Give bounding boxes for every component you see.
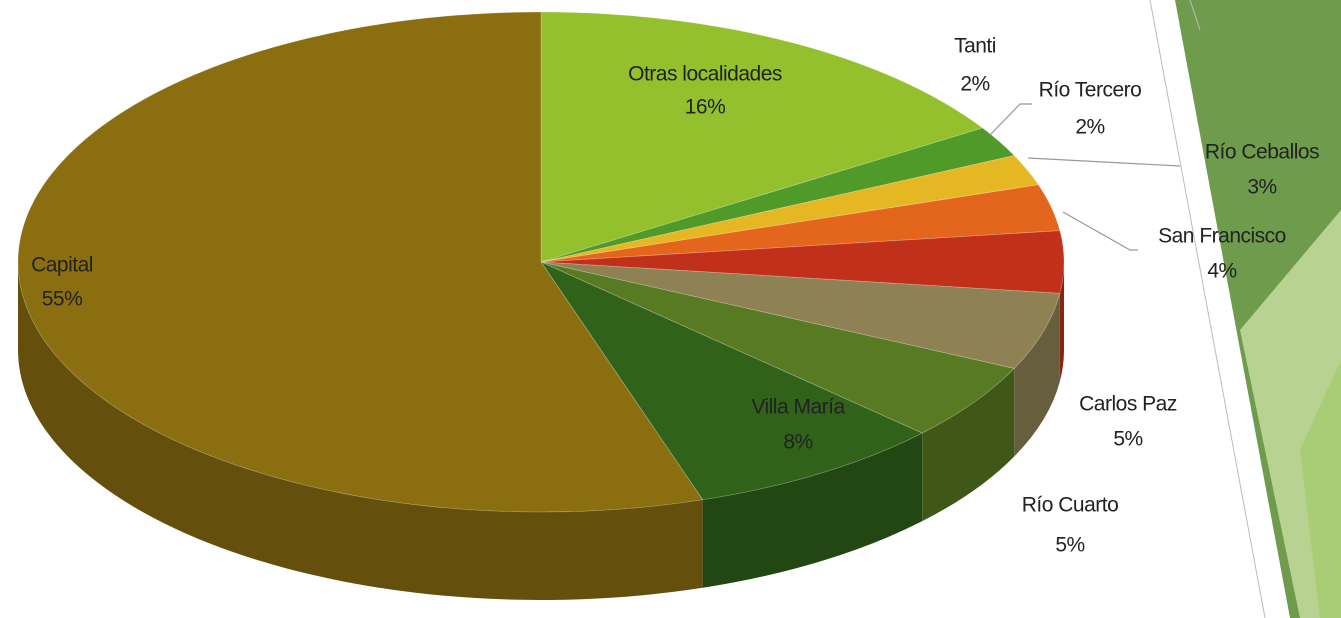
pie-slice xyxy=(540,261,1061,369)
slice-label: Río Cuarto xyxy=(1022,494,1119,517)
slice-value-label: 8% xyxy=(783,431,812,454)
pie-slice xyxy=(540,11,984,263)
slice-value-label: 55% xyxy=(42,288,83,311)
pie-slice xyxy=(540,230,1065,294)
slice-value-label: 5% xyxy=(1113,428,1142,451)
pie-side xyxy=(18,262,703,600)
slice-label: Carlos Paz xyxy=(1079,393,1177,416)
slice-label: Capital xyxy=(31,254,93,277)
pie-side xyxy=(1059,262,1064,382)
slice-value-label: 3% xyxy=(1247,176,1276,199)
slice-value-label: 2% xyxy=(960,73,989,96)
pie-side xyxy=(1014,293,1060,457)
pie-slice xyxy=(540,155,1040,263)
slice-label: Villa María xyxy=(751,396,845,419)
slice-value-label: 2% xyxy=(1075,116,1104,139)
slice-label: Río Ceballos xyxy=(1205,141,1319,164)
pie-slice xyxy=(540,261,1016,434)
slice-label: Otras localidades xyxy=(628,63,782,86)
pie-slice xyxy=(540,184,1061,263)
pie-side xyxy=(922,368,1015,522)
slice-label: Tanti xyxy=(954,35,996,58)
slice-value-label: 5% xyxy=(1055,534,1084,557)
pie-slice xyxy=(539,261,924,501)
pie-slice xyxy=(17,11,704,513)
pie-slice xyxy=(540,127,1016,263)
slice-value-label: 4% xyxy=(1207,260,1236,283)
slice-label: Río Tercero xyxy=(1039,79,1142,102)
slice-value-label: 16% xyxy=(685,96,726,119)
slide-decoration xyxy=(1149,0,1341,618)
pie-side xyxy=(702,433,923,588)
leader-lines xyxy=(989,103,1181,251)
labels: Otras localidades 16% Tanti 2% Río Tercero 2%… xyxy=(31,35,1320,557)
slice-label: San Francisco xyxy=(1158,225,1286,248)
pie xyxy=(17,11,1065,600)
